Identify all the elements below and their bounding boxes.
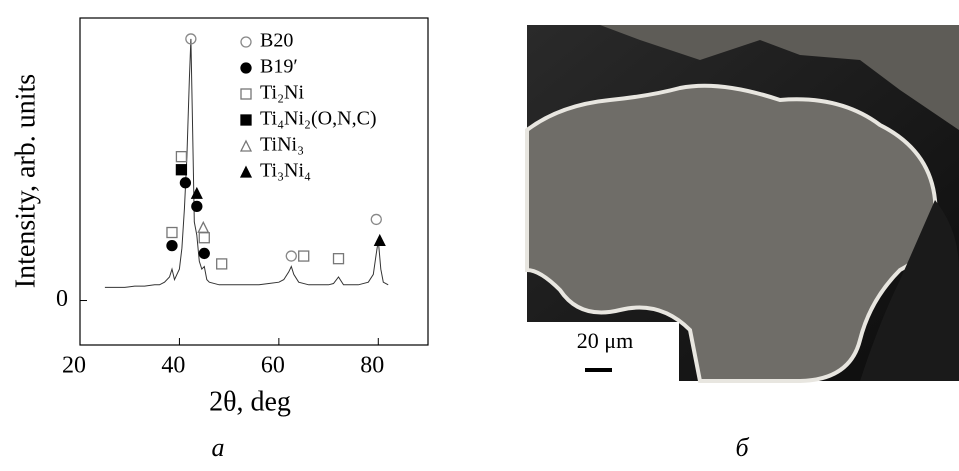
phase-marker [192,201,202,211]
y-axis-label: Intensity, arb. units [10,74,41,288]
x-tick-label: 20 [62,353,86,379]
legend-symbol [241,37,251,47]
legend-symbol [241,167,251,177]
legend-label: TiNi₃ [260,134,304,156]
phase-marker [176,152,186,162]
panel-label: б [735,433,749,462]
phase-marker [199,233,209,243]
phase-marker [299,251,309,261]
scale-bar-label: 20 μm [577,328,633,353]
figure: 20 μm а б 2θ, deg Intensity, arb. units … [0,0,959,466]
x-axis-label: 2θ, deg [209,386,291,417]
y-tick-label: 0 [56,286,68,312]
phase-marker [167,228,177,238]
legend-symbol [241,115,251,125]
phase-marker [217,259,227,269]
phase-marker [199,248,209,258]
phase-marker [334,254,344,264]
legend-symbol [241,89,251,99]
phase-marker [371,214,381,224]
phase-marker [176,165,186,175]
legend-label: B19′ [260,56,298,78]
phase-marker [180,178,190,188]
phase-marker [167,241,177,251]
legend-label: Ti₂Ni [260,82,304,104]
legend-symbol [241,141,251,151]
phase-marker [286,251,296,261]
legend-label: Ti₃Ni₄ [260,160,311,182]
plot-frame [80,18,428,345]
phase-marker [375,235,385,245]
panel-label: а [212,433,225,462]
x-tick-label: 60 [261,353,285,379]
xrd-curve [105,39,388,288]
legend-label: Ti₄Ni₂(O,N,C) [260,108,377,130]
legend-label: B20 [260,30,293,52]
x-tick-label: 80 [360,353,384,379]
legend-symbol [241,63,251,73]
x-tick-label: 40 [161,353,185,379]
phase-marker [198,222,208,232]
